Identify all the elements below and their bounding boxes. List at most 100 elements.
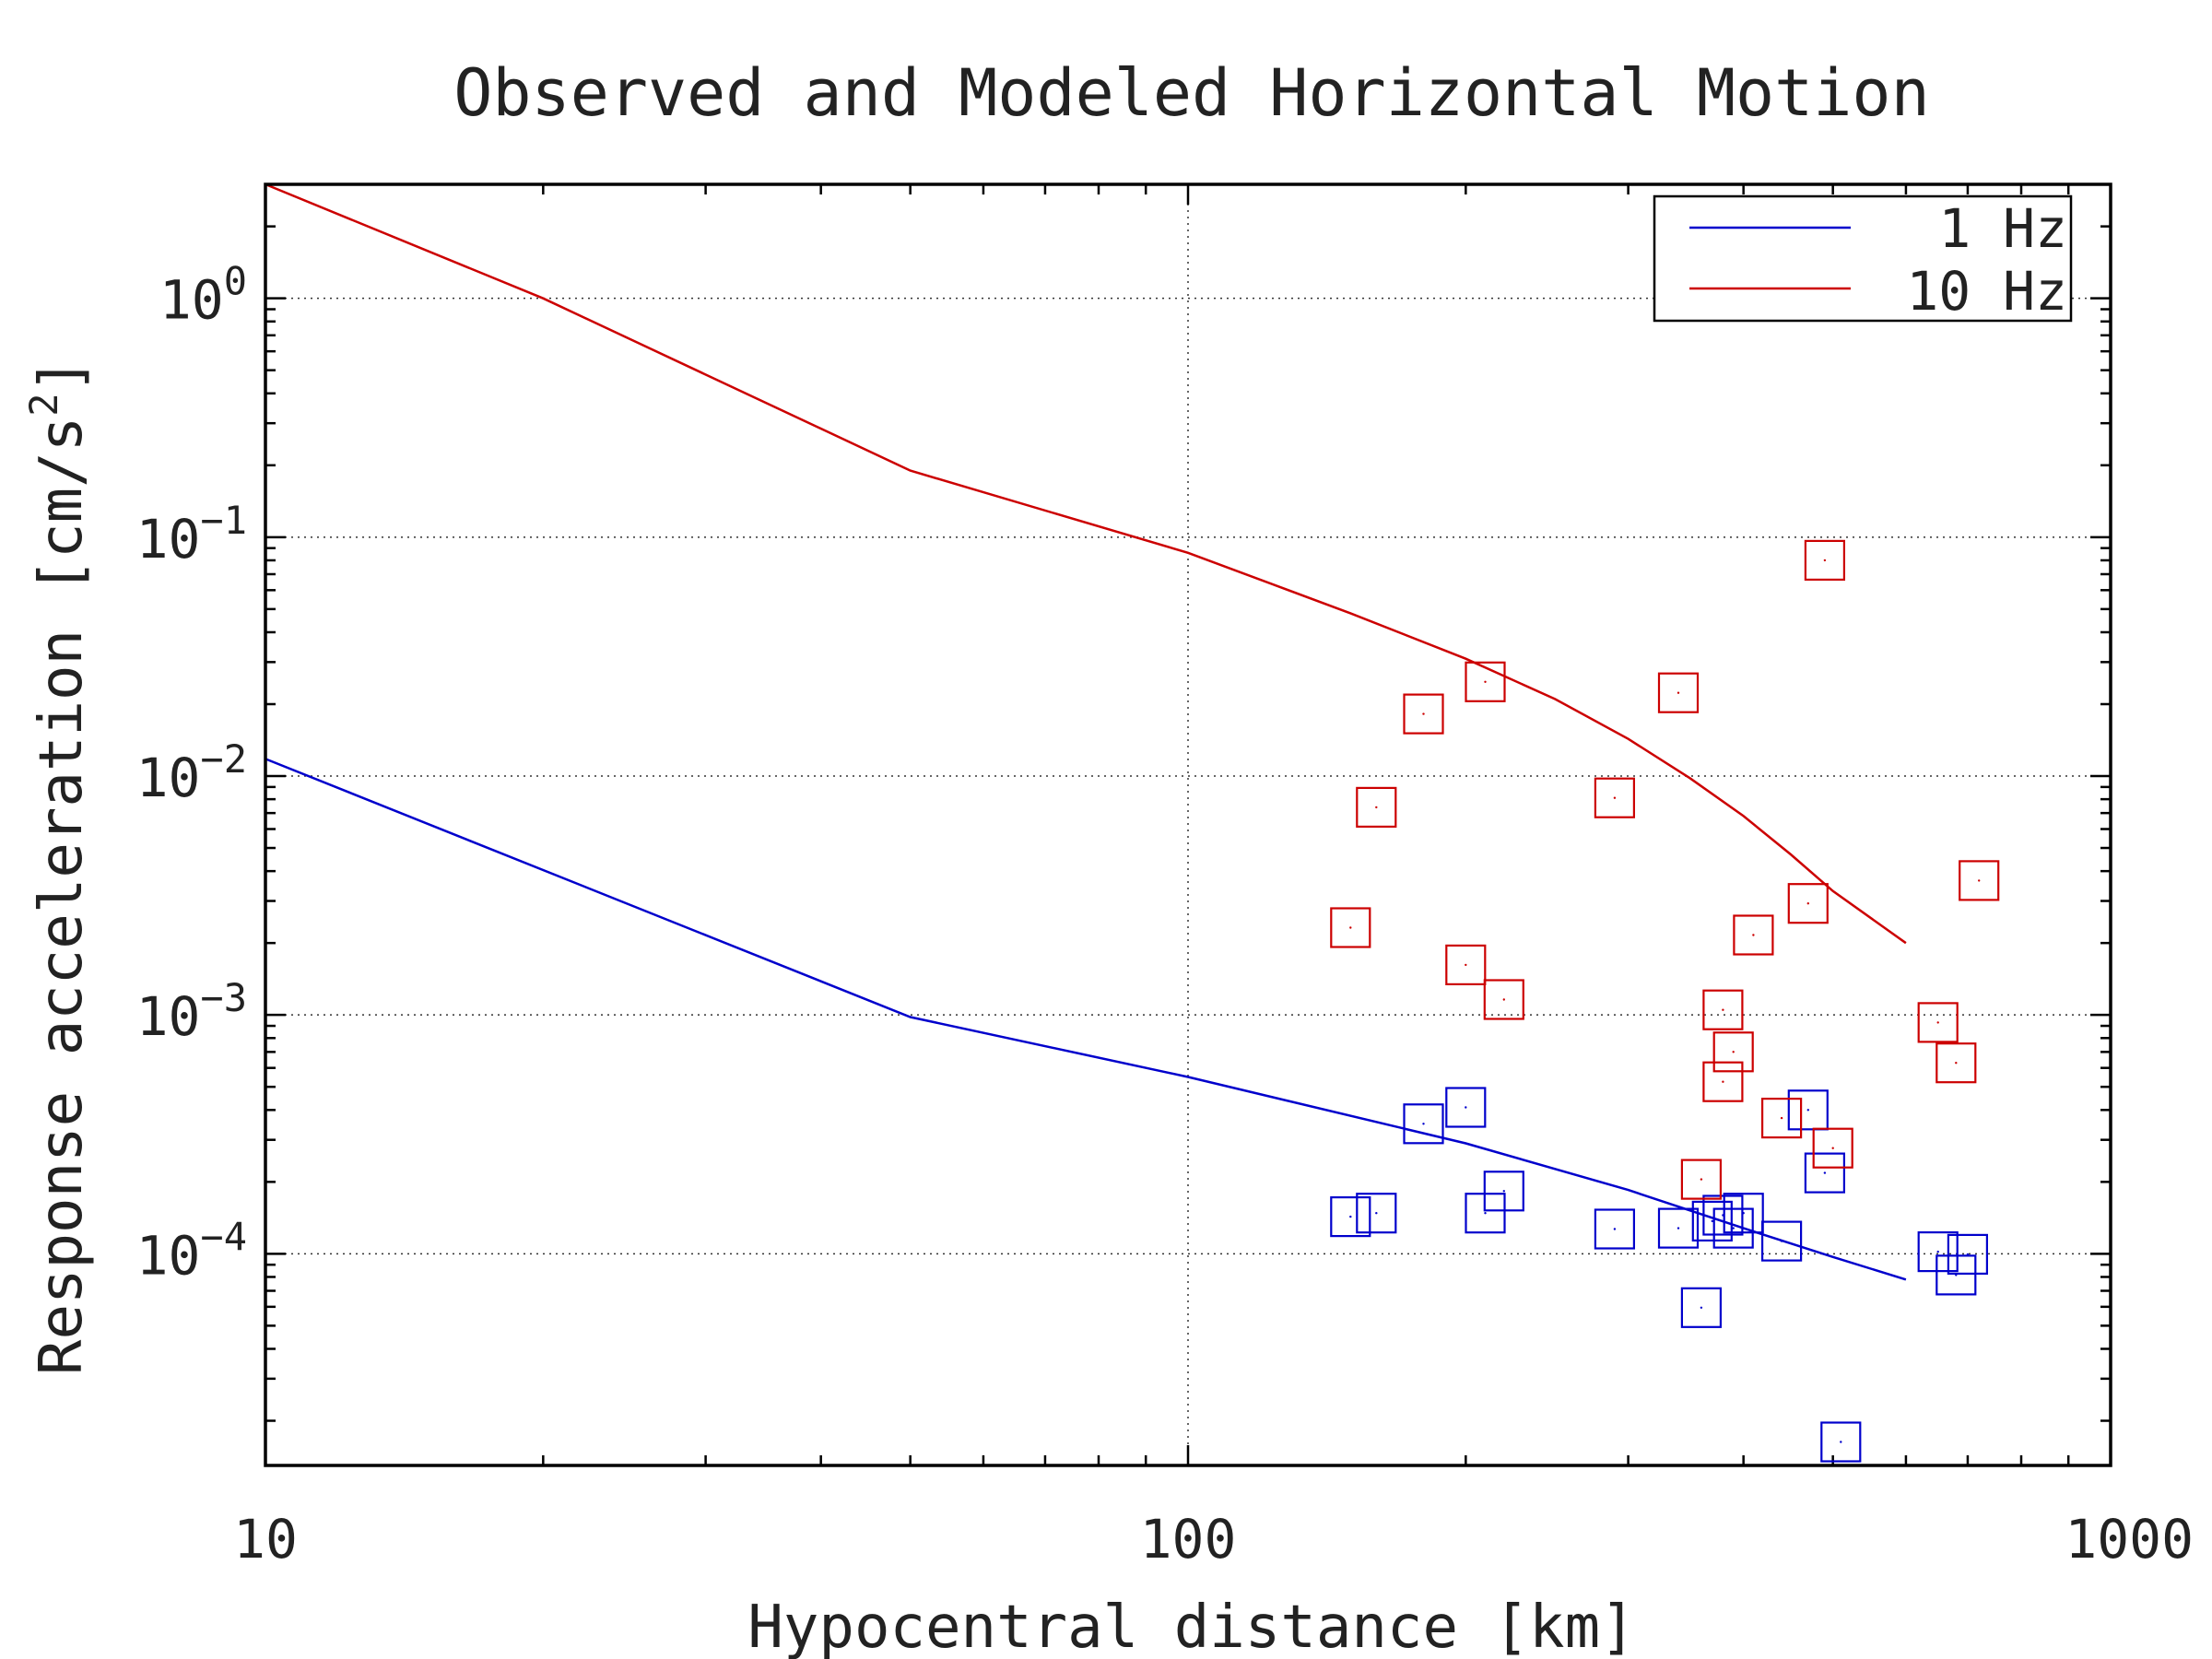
observed-point-10hz bbox=[1959, 860, 2000, 901]
observed-point-center-1hz bbox=[1732, 1227, 1735, 1230]
observed-point-10hz bbox=[1702, 1061, 1744, 1102]
observed-point-center-1hz bbox=[1700, 1306, 1703, 1310]
observed-point-10hz bbox=[1917, 1002, 1959, 1043]
x-tick-label: 1000 bbox=[2065, 1508, 2194, 1571]
y-tick-label-exponent: −2 bbox=[200, 736, 247, 782]
observed-point-1hz bbox=[1691, 1200, 1733, 1242]
y-tick-label-base: 10 bbox=[136, 985, 201, 1048]
plot-frame bbox=[264, 182, 2112, 1467]
observed-point-10hz bbox=[1403, 693, 1444, 735]
observed-point-10hz bbox=[1445, 944, 1487, 986]
observed-point-10hz bbox=[1760, 1097, 1803, 1139]
chart-title: Observed and Modeled Horizontal Motion bbox=[453, 55, 1929, 131]
legend-box bbox=[1653, 194, 2073, 323]
observed-point-10hz bbox=[1712, 1031, 1754, 1073]
observed-point-1hz bbox=[1330, 1195, 1371, 1238]
model-line-10hz bbox=[265, 182, 1907, 945]
observed-point-center-10hz bbox=[1700, 1178, 1703, 1181]
observed-point-center-10hz bbox=[1752, 934, 1755, 936]
observed-point-1hz bbox=[1445, 1087, 1487, 1128]
observed-point-10hz bbox=[1465, 661, 1506, 702]
legend-label-1hz: 1 Hz bbox=[1938, 197, 2067, 260]
observed-point-center-10hz bbox=[1465, 963, 1467, 967]
observed-point-1hz bbox=[1680, 1287, 1723, 1328]
observed-point-center-10hz bbox=[1806, 902, 1810, 905]
observed-point-center-10hz bbox=[1422, 712, 1425, 715]
observed-point-center-1hz bbox=[1484, 1212, 1487, 1215]
observed-point-center-1hz bbox=[1422, 1123, 1425, 1125]
x-tick-label: 100 bbox=[1140, 1508, 1237, 1571]
observed-point-center-10hz bbox=[1936, 1021, 1939, 1024]
observed-point-center-10hz bbox=[1613, 796, 1617, 799]
grid-lines bbox=[265, 184, 2111, 1465]
y-tick-label-base: 10 bbox=[159, 269, 224, 332]
observed-point-1hz bbox=[1760, 1220, 1803, 1262]
legend: 1 Hz 10 Hz bbox=[1653, 194, 2073, 323]
observed-point-10hz bbox=[1702, 989, 1744, 1030]
observed-point-center-1hz bbox=[1613, 1228, 1617, 1230]
observed-point-1hz bbox=[1712, 1207, 1754, 1249]
observed-point-10hz bbox=[1680, 1159, 1723, 1200]
y-tick-label: 10−2 bbox=[136, 736, 247, 809]
observed-point-10hz bbox=[1936, 1042, 1977, 1084]
observed-point-center-1hz bbox=[1840, 1441, 1842, 1443]
observed-point-1hz bbox=[1917, 1230, 1959, 1273]
axis-ticks bbox=[264, 182, 2111, 1465]
observed-point-center-1hz bbox=[1966, 1253, 1970, 1256]
observed-point-center-1hz bbox=[1502, 1190, 1506, 1193]
y-tick-label: 10−3 bbox=[136, 975, 247, 1048]
observed-point-center-10hz bbox=[1732, 1051, 1735, 1053]
observed-point-center-10hz bbox=[1722, 1008, 1724, 1011]
observed-point-10hz bbox=[1483, 979, 1524, 1020]
y-axis-label-base: Response acceleration [cm/s bbox=[28, 417, 96, 1375]
observed-point-10hz bbox=[1330, 907, 1371, 948]
observed-point-1hz bbox=[1403, 1103, 1444, 1145]
observed-point-center-1hz bbox=[1349, 1215, 1352, 1218]
observed-point-1hz bbox=[1483, 1171, 1524, 1212]
y-tick-label-exponent: −4 bbox=[200, 1214, 247, 1259]
observed-point-center-10hz bbox=[1677, 691, 1680, 694]
x-tick-label: 10 bbox=[233, 1508, 298, 1571]
observed-point-center-10hz bbox=[1375, 806, 1378, 809]
y-tick-label-exponent: −1 bbox=[200, 498, 247, 543]
observed-point-1hz bbox=[1356, 1193, 1397, 1234]
observed-point-center-1hz bbox=[1711, 1219, 1714, 1223]
observed-point-center-10hz bbox=[1955, 1062, 1958, 1065]
observed-point-10hz bbox=[1733, 914, 1774, 956]
observed-point-center-1hz bbox=[1677, 1227, 1680, 1230]
observed-point-10hz bbox=[1356, 786, 1397, 829]
y-tick-label-exponent: 0 bbox=[224, 259, 247, 304]
observed-point-10hz bbox=[1787, 883, 1829, 924]
observed-point-1hz bbox=[1787, 1089, 1829, 1131]
observed-point-1hz bbox=[1820, 1421, 1862, 1463]
observed-point-center-1hz bbox=[1936, 1250, 1939, 1253]
observed-point-center-1hz bbox=[1742, 1212, 1745, 1215]
y-tick-label: 10−1 bbox=[136, 498, 247, 571]
observed-point-center-10hz bbox=[1978, 879, 1981, 882]
observed-point-center-10hz bbox=[1502, 998, 1506, 1001]
observed-point-1hz bbox=[1936, 1254, 1977, 1296]
observed-point-1hz bbox=[1594, 1208, 1636, 1250]
y-tick-label-base: 10 bbox=[136, 1224, 201, 1287]
observed-point-10hz bbox=[1657, 672, 1700, 713]
observed-point-10hz bbox=[1812, 1127, 1853, 1169]
observed-point-center-1hz bbox=[1823, 1171, 1827, 1174]
y-tick-label: 10−4 bbox=[136, 1214, 247, 1287]
model-line-1hz bbox=[265, 758, 1907, 1281]
observed-point-1hz bbox=[1702, 1194, 1744, 1236]
observed-point-1hz bbox=[1723, 1193, 1764, 1234]
y-axis-label: Response acceleration [cm/s2] bbox=[21, 358, 96, 1375]
observed-point-center-10hz bbox=[1823, 559, 1827, 562]
y-tick-label-exponent: −3 bbox=[200, 975, 247, 1020]
observed-point-10hz bbox=[1804, 539, 1846, 582]
observed-point-center-1hz bbox=[1806, 1109, 1810, 1112]
observed-point-1hz bbox=[1947, 1233, 1988, 1276]
observed-point-center-1hz bbox=[1375, 1212, 1378, 1215]
y-tick-label-base: 10 bbox=[136, 747, 201, 809]
observed-point-1hz bbox=[1657, 1207, 1700, 1249]
y-axis-label-close: ] bbox=[28, 358, 96, 394]
y-tick-label-base: 10 bbox=[136, 508, 201, 571]
x-axis-label: Hypocentral distance [km] bbox=[747, 1594, 1635, 1659]
y-axis-label-exponent: 2 bbox=[21, 393, 66, 416]
